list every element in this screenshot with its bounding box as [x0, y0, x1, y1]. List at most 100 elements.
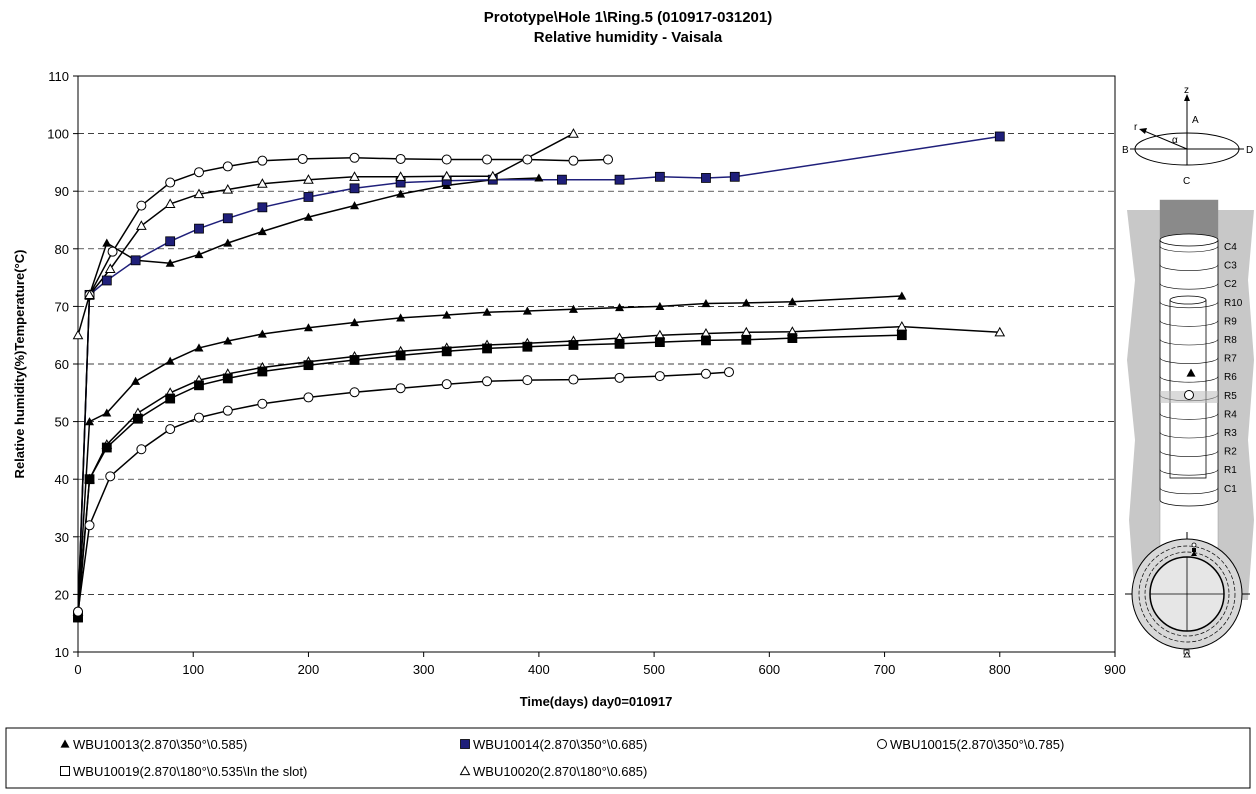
data-point [701, 335, 711, 346]
series-line-6 [77, 325, 1000, 612]
data-point [896, 321, 908, 331]
data-point [257, 155, 268, 166]
data-point [482, 343, 492, 354]
data-point [349, 152, 360, 163]
data-point [165, 393, 176, 404]
data-point [193, 167, 204, 178]
label-r: r [1134, 122, 1138, 133]
ring-label: R9 [1224, 316, 1237, 327]
data-point [700, 368, 711, 379]
buffer-bottom-edge [1159, 499, 1219, 507]
x-tick-label: 700 [874, 662, 896, 677]
data-point [741, 334, 752, 345]
label-d: D [1246, 145, 1253, 156]
data-point [303, 323, 313, 332]
data-point [193, 188, 205, 199]
data-point [131, 376, 141, 385]
bentonite-top-cap [1159, 233, 1219, 247]
data-point [741, 298, 751, 307]
sensor-marker-icon [1184, 390, 1194, 400]
data-point [994, 326, 1006, 337]
data-point [701, 173, 711, 183]
data-point [222, 373, 233, 384]
data-point [257, 202, 268, 213]
ring-line [1159, 413, 1219, 420]
series-line-0 [77, 177, 539, 618]
axis-ticks: 10 20 30 40 50 60 70 80 90 100 110 0 100 200 300 400 500… [47, 69, 1126, 677]
data-point [614, 174, 625, 185]
data-point [73, 606, 83, 617]
data-point [136, 220, 147, 230]
legend-marker [60, 766, 70, 776]
data-point [568, 340, 579, 350]
y-tick-label: 20 [55, 587, 69, 602]
data-point [568, 128, 579, 138]
ring-line [1159, 245, 1219, 253]
data-point [522, 154, 533, 165]
grid-lines [78, 133, 1115, 595]
legend-entry: WBU10019(2.870\180°\0.535\In the slot) [73, 764, 307, 779]
data-point [395, 171, 406, 181]
sensor-square-icon [1192, 548, 1196, 552]
ring-label: R8 [1224, 335, 1237, 346]
legend-box [5, 727, 1251, 789]
ring-label: R2 [1224, 447, 1237, 458]
data-point [164, 198, 176, 208]
data-point [522, 341, 533, 352]
y-tick-label: 30 [55, 530, 69, 545]
label-a: A [1192, 115, 1199, 126]
orientation-vector-r [1141, 129, 1188, 150]
y-axis-title: Relative humidity(%)Temperature(°C) [12, 250, 27, 479]
ring-label: R4 [1224, 409, 1237, 420]
legend-marker [460, 739, 470, 749]
data-point [165, 236, 176, 247]
data-point [133, 413, 143, 424]
y-tick-label: 50 [55, 415, 69, 430]
data-point [104, 263, 116, 274]
data-point [85, 417, 95, 426]
series-markers [72, 128, 1006, 623]
data-point [165, 258, 175, 267]
data-point [522, 306, 532, 315]
ring-label: R6 [1224, 372, 1237, 383]
ring-label: C2 [1224, 279, 1237, 290]
data-point [303, 174, 314, 184]
cross-section-diagram [1125, 532, 1250, 658]
data-point [165, 177, 176, 188]
data-point [568, 155, 579, 166]
data-point [84, 474, 95, 485]
label-c: C [1183, 176, 1190, 187]
data-point [222, 183, 234, 194]
ring-label: R3 [1224, 428, 1237, 439]
ring-line [1159, 357, 1219, 364]
data-point [395, 383, 406, 394]
data-point [223, 336, 233, 345]
data-point [136, 200, 147, 211]
sensor-marker-icon [1186, 368, 1196, 377]
label-z: z [1184, 85, 1189, 96]
ring-label: R7 [1224, 354, 1237, 365]
data-point [101, 442, 112, 453]
ring-line [1159, 283, 1219, 290]
bentonite-top [1160, 200, 1218, 240]
data-point [482, 154, 493, 165]
data-point [84, 289, 95, 299]
data-point [194, 380, 204, 391]
ring-line [1159, 320, 1219, 327]
label-b: B [1122, 145, 1129, 156]
ring-line [1159, 487, 1219, 495]
legend-marker [877, 739, 887, 749]
data-point [615, 303, 625, 312]
data-point [896, 330, 907, 341]
data-point [729, 171, 740, 182]
data-point [105, 471, 116, 482]
data-point [701, 299, 711, 308]
data-point [107, 246, 118, 257]
data-point [534, 173, 544, 182]
z-arrow-icon [1184, 94, 1190, 101]
legend-entry: WBU10013(2.870\350°\0.585) [73, 737, 247, 752]
data-point [441, 346, 452, 357]
data-point [654, 371, 665, 382]
data-point [349, 171, 360, 181]
data-point [222, 405, 233, 416]
